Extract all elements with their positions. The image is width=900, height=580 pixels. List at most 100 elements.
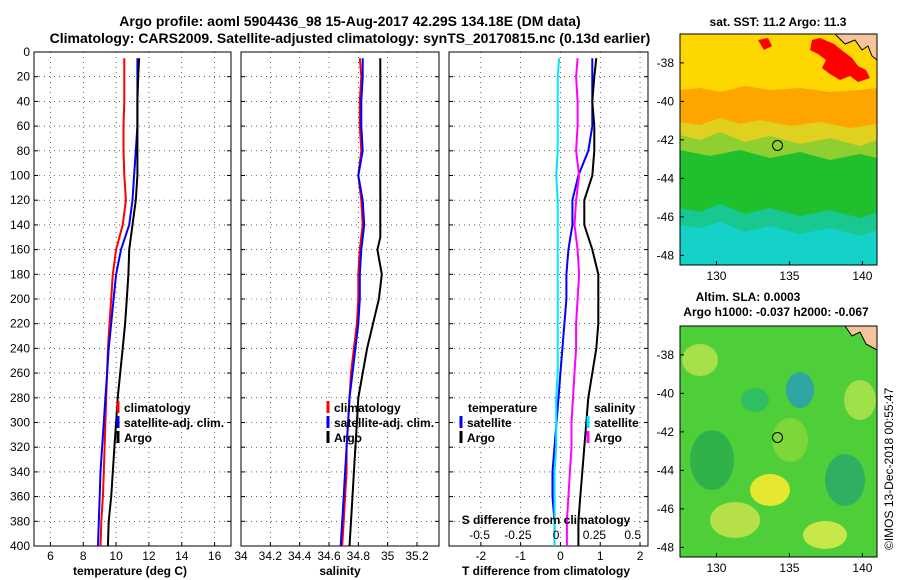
map-x-tick-label: 140	[852, 269, 872, 283]
y-tick-label: 280	[10, 391, 30, 405]
x-tick-label: -2	[476, 549, 487, 563]
y-tick-label: 160	[10, 243, 30, 257]
ticks-layer: 0204060801001201401601802002202402602803…	[10, 45, 648, 563]
series-line	[106, 58, 141, 547]
legend-s-argo-diff-label: Argo	[594, 431, 622, 445]
s-tick-label: 0.5	[624, 528, 641, 542]
map-x-tick-label: 135	[779, 561, 799, 575]
y-tick-label: 220	[10, 317, 30, 331]
map-x-tick-label: 140	[852, 561, 872, 575]
map-x-tick-label: 135	[779, 269, 799, 283]
legend-argo-label: Argo	[124, 431, 152, 445]
sla-blob	[690, 430, 734, 490]
sla-blob	[682, 344, 718, 376]
y-tick-label: 60	[17, 119, 31, 133]
y-tick-label: 340	[10, 465, 30, 479]
figure-title-line2: Climatology: CARS2009. Satellite-adjuste…	[50, 30, 651, 46]
sst-red-patch-small	[758, 38, 772, 50]
map-y-tick-label: -48	[657, 248, 675, 262]
sla-blob	[750, 474, 790, 506]
sla-map-title: Altim. SLA: 0.0003	[696, 290, 801, 304]
legend-t-argo-label: Argo	[467, 431, 495, 445]
x-tick-label: 1	[597, 549, 604, 563]
sst-land-victoria	[835, 34, 877, 60]
x-tick-label: 14	[175, 549, 189, 563]
x-tick-label: 35.2	[405, 549, 429, 563]
map-x-tick-label: 130	[706, 269, 726, 283]
y-tick-label: 80	[17, 144, 31, 158]
map-y-tick-label: -42	[657, 133, 675, 147]
y-tick-label: 260	[10, 366, 30, 380]
sla-blob	[825, 454, 865, 506]
legend-t-satellite-label: satellite	[467, 416, 512, 430]
sla-map-frame	[679, 325, 878, 558]
y-tick-label: 180	[10, 267, 30, 281]
y-tick-label: 240	[10, 341, 30, 355]
s-tick-label: -0.5	[469, 528, 490, 542]
series-line	[551, 58, 594, 546]
series-line	[99, 58, 127, 547]
x-tick-label: 0	[557, 549, 564, 563]
difference-legend: temperature satellite Argo salinity sate…	[459, 401, 639, 445]
legend-climatology-label: climatology	[124, 401, 191, 415]
map-y-tick-label: -38	[657, 348, 675, 362]
sla-map-subtitle: Argo h1000: -0.037 h2000: -0.067	[683, 305, 869, 319]
temperature-legend: climatology satellite-adj. clim. Argo	[116, 401, 224, 445]
map-y-tick-label: -38	[657, 56, 675, 70]
map-y-tick-label: -48	[657, 540, 675, 554]
legend-s-sat-label: satellite	[594, 416, 639, 430]
y-tick-label: 300	[10, 416, 30, 430]
y-tick-label: 400	[10, 539, 30, 553]
x-tick-label: 8	[80, 549, 87, 563]
y-tick-label: 380	[10, 514, 30, 528]
x-tick-label: 34.8	[347, 549, 371, 563]
map-y-tick-label: -40	[657, 94, 675, 108]
s-tick-label: 0.25	[583, 528, 607, 542]
legend-satellite-label: satellite-adj. clim.	[124, 416, 224, 430]
salinity-plot-frame	[240, 51, 440, 547]
x-tick-label: 34.6	[317, 549, 341, 563]
s-difference-axis-label: S difference from climatology	[462, 513, 631, 527]
difference-axis-label: T difference from climatology	[462, 564, 630, 578]
y-tick-label: 200	[10, 292, 30, 306]
y-tick-label: 40	[17, 94, 31, 108]
sst-map	[680, 34, 877, 265]
series-line	[339, 58, 366, 547]
map-y-tick-label: -46	[657, 210, 675, 224]
sla-coastline	[844, 326, 877, 351]
sst-cyan-band	[680, 222, 877, 265]
s-tick-label: -0.25	[504, 528, 532, 542]
watermark: ©IMOS 13-Dec-2018 00:55:47	[882, 387, 896, 550]
map-y-tick-label: -44	[657, 463, 675, 477]
map-y-tick-label: -46	[657, 502, 675, 516]
legend-s-climatology-label: climatology	[334, 401, 401, 415]
sla-blob	[772, 418, 808, 462]
sla-blob	[741, 388, 769, 412]
legend-temperature-title: temperature	[468, 401, 538, 415]
y-tick-label: 320	[10, 440, 30, 454]
y-tick-label: 360	[10, 490, 30, 504]
series-line	[553, 58, 561, 546]
x-tick-label: 34	[234, 549, 248, 563]
y-tick-label: 120	[10, 193, 30, 207]
x-tick-label: 35	[381, 549, 395, 563]
sla-map	[680, 326, 877, 557]
sst-red-patch	[810, 38, 870, 82]
salinity-axis-label: salinity	[319, 564, 361, 578]
series-line	[565, 58, 581, 546]
y-tick-label: 140	[10, 218, 30, 232]
sst-coastline	[834, 34, 877, 61]
sla-land	[845, 326, 877, 350]
y-tick-label: 100	[10, 169, 30, 183]
s-tick-label: 0	[553, 528, 560, 542]
map-y-tick-label: -44	[657, 171, 675, 185]
difference-plot-frame	[448, 51, 649, 547]
y-tick-label: 20	[17, 70, 31, 84]
x-tick-label: 16	[208, 549, 222, 563]
series-layer	[97, 58, 600, 547]
sla-blob	[844, 380, 876, 420]
sst-map-frame	[679, 33, 878, 266]
grid-layer	[34, 51, 648, 547]
sla-argo-location-marker	[772, 432, 783, 443]
sst-argo-location-marker	[772, 140, 783, 151]
